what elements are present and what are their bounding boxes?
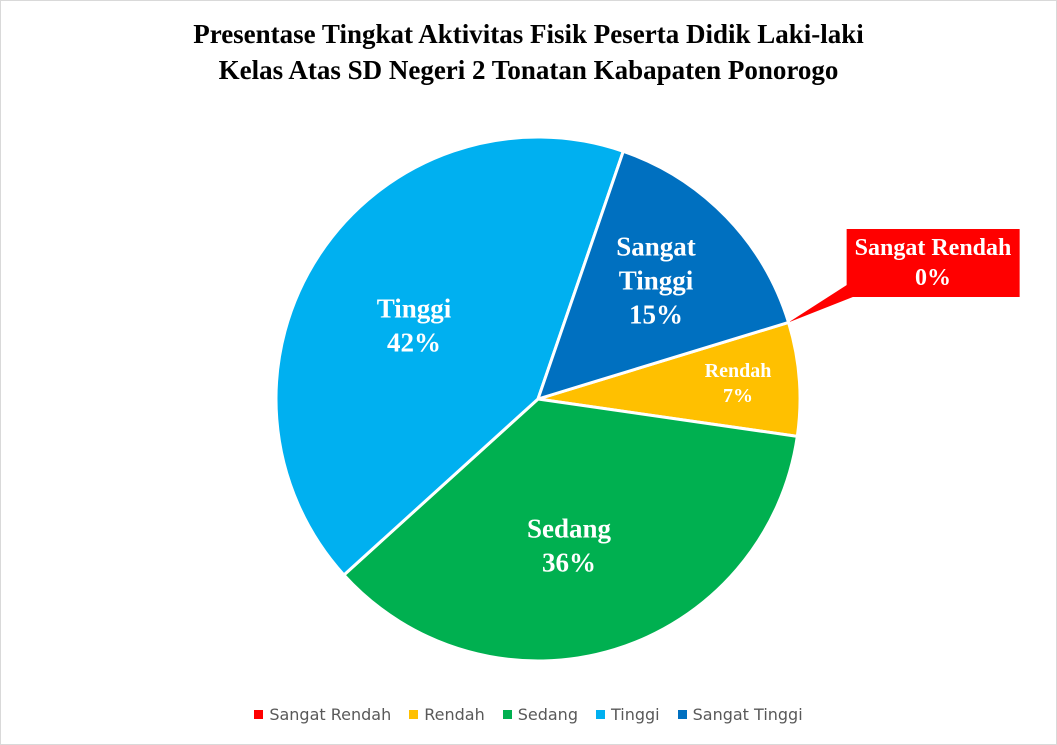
legend-label: Rendah bbox=[424, 705, 485, 724]
data-label: Sangat Rendah 0% bbox=[846, 229, 1020, 297]
data-label-value: 7% bbox=[723, 385, 753, 407]
pie-slice bbox=[274, 135, 626, 578]
data-label-category: Tinggi bbox=[376, 293, 452, 324]
data-label-value: 0% bbox=[915, 265, 951, 291]
pie-slice bbox=[535, 149, 791, 402]
data-label: Rendah 7% bbox=[688, 359, 788, 409]
legend-item: Tinggi bbox=[595, 705, 660, 724]
legend-label: Sangat Tinggi bbox=[692, 705, 803, 724]
legend-item: Sedang bbox=[502, 705, 578, 724]
legend-label: Sangat Rendah bbox=[269, 705, 392, 724]
pie-slice bbox=[341, 397, 800, 663]
legend-swatch bbox=[502, 710, 512, 719]
data-label-category: Sedang bbox=[526, 513, 612, 544]
legend: Sangat Rendah Rendah Sedang Tinggi Sangat Ti… bbox=[1, 705, 1056, 724]
chart-title: Kelas Atas SD Negeri 2 Tonatan Kabapaten… bbox=[218, 55, 839, 85]
data-label-value: 42% bbox=[387, 327, 441, 357]
data-label-value: 15% bbox=[629, 298, 683, 329]
legend-label: Tinggi bbox=[610, 705, 660, 724]
legend-label: Sedang bbox=[517, 705, 578, 724]
legend-swatch bbox=[595, 710, 605, 719]
legend-swatch bbox=[677, 710, 687, 719]
data-label: Sedang 36% bbox=[499, 512, 639, 580]
legend-item: Sangat Tinggi bbox=[677, 705, 803, 724]
legend-item: Sangat Rendah bbox=[254, 705, 391, 724]
data-label: Tinggi 42% bbox=[344, 292, 484, 360]
data-label-category: Rendah bbox=[704, 360, 772, 382]
data-label-category: Sangat Tinggi bbox=[616, 231, 696, 296]
data-label: Sangat Tinggi 15% bbox=[601, 230, 711, 331]
legend-item: Rendah bbox=[409, 705, 485, 724]
data-label-category: Sangat Rendah bbox=[854, 235, 1012, 261]
callout-leader bbox=[788, 281, 863, 323]
chart-title: Presentase Tingkat Aktivitas Fisik Peser… bbox=[193, 19, 864, 49]
legend-swatch bbox=[254, 710, 264, 719]
data-label-value: 36% bbox=[542, 547, 596, 577]
legend-swatch bbox=[409, 710, 419, 719]
